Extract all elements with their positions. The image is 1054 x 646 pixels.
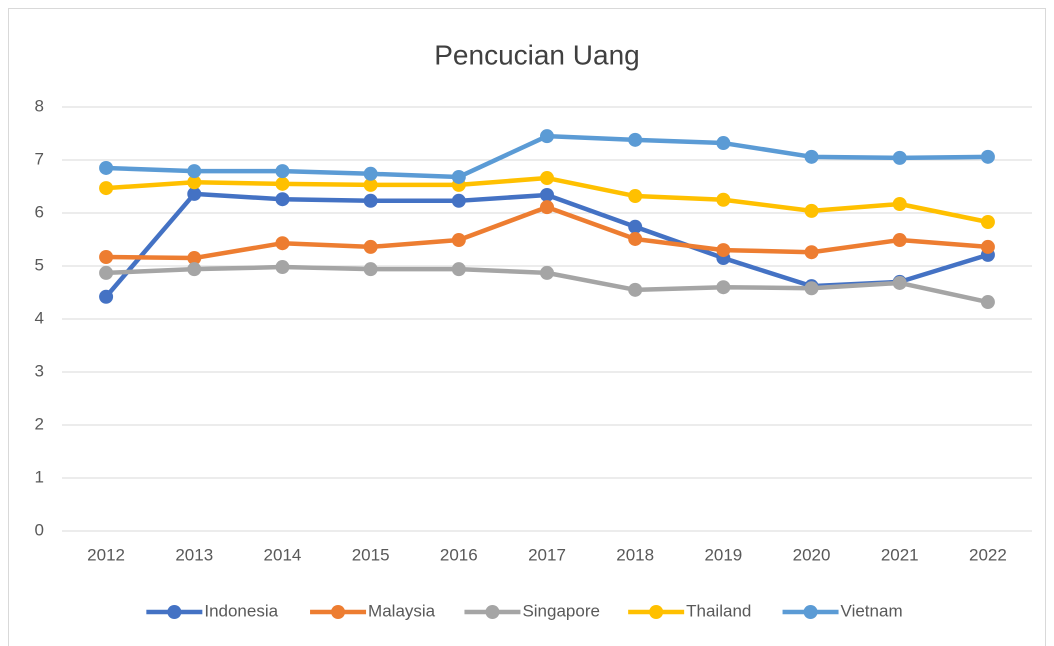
data-point: [716, 280, 731, 295]
data-point: [628, 231, 643, 246]
y-tick-label: 0: [35, 520, 44, 539]
data-point: [804, 245, 819, 260]
data-point: [187, 251, 202, 266]
data-point: [804, 281, 819, 296]
x-tick-label: 2017: [528, 545, 566, 564]
data-point: [628, 189, 643, 204]
data-point: [980, 295, 995, 310]
legend-label: Indonesia: [204, 601, 278, 620]
data-point: [187, 186, 202, 201]
data-point: [804, 203, 819, 218]
data-point: [275, 164, 290, 179]
data-point: [892, 196, 907, 211]
legend-marker: [803, 605, 818, 619]
data-point: [187, 262, 202, 277]
y-tick-label: 7: [35, 149, 44, 168]
y-tick-label: 2: [35, 414, 44, 433]
data-point: [187, 164, 202, 179]
y-tick-label: 4: [35, 308, 44, 327]
data-point: [363, 166, 378, 181]
data-point: [540, 265, 554, 280]
data-point: [363, 177, 378, 192]
x-tick-label: 2021: [881, 545, 919, 564]
chart-title: Pencucian Uang: [434, 39, 639, 70]
data-point: [540, 187, 554, 202]
data-point: [99, 249, 114, 264]
chart-frame: [8, 8, 1046, 646]
data-point: [451, 233, 466, 248]
x-tick-label: 2018: [616, 545, 654, 564]
x-tick-label: 2020: [793, 545, 831, 564]
y-tick-label: 8: [35, 96, 44, 115]
x-tick-label: 2013: [175, 545, 213, 564]
data-point: [892, 233, 907, 248]
data-point: [451, 169, 466, 184]
y-tick-label: 1: [35, 467, 44, 486]
data-point: [275, 176, 290, 191]
data-point: [540, 200, 554, 215]
data-point: [716, 243, 731, 258]
x-tick-label: 2012: [87, 545, 125, 564]
x-tick-label: 2019: [704, 545, 742, 564]
legend-label: Thailand: [686, 601, 751, 620]
data-point: [363, 239, 378, 254]
data-point: [275, 192, 290, 207]
data-point: [716, 192, 731, 207]
data-point: [99, 160, 114, 175]
data-point: [451, 193, 466, 208]
data-point: [540, 171, 554, 186]
data-point: [980, 215, 995, 230]
data-point: [187, 175, 202, 190]
y-tick-label: 3: [35, 361, 44, 380]
y-tick-label: 6: [35, 202, 44, 221]
data-point: [99, 181, 114, 196]
data-point: [99, 289, 114, 304]
legend-label: Malaysia: [368, 601, 436, 620]
x-tick-label: 2016: [440, 545, 478, 564]
data-point: [275, 236, 290, 251]
x-tick-label: 2022: [969, 545, 1007, 564]
legend-label: Singapore: [522, 601, 600, 620]
data-point: [363, 193, 378, 208]
data-point: [363, 262, 378, 277]
data-point: [892, 150, 907, 165]
legend-marker: [167, 605, 182, 619]
legend-marker: [649, 605, 664, 619]
data-point: [980, 149, 995, 164]
data-point: [451, 262, 466, 277]
data-point: [716, 136, 731, 151]
data-point: [275, 260, 290, 275]
x-tick-label: 2014: [264, 545, 302, 564]
data-point: [980, 239, 995, 254]
data-point: [628, 282, 643, 297]
data-point: [804, 149, 819, 164]
data-point: [99, 265, 114, 280]
y-tick-label: 5: [35, 255, 44, 274]
legend-marker: [485, 605, 500, 619]
legend-marker: [331, 605, 346, 619]
data-point: [892, 275, 907, 290]
data-point: [628, 219, 643, 234]
legend-label: Vietnam: [841, 601, 903, 620]
data-point: [540, 129, 554, 144]
data-point: [628, 132, 643, 147]
x-tick-label: 2015: [352, 545, 390, 564]
